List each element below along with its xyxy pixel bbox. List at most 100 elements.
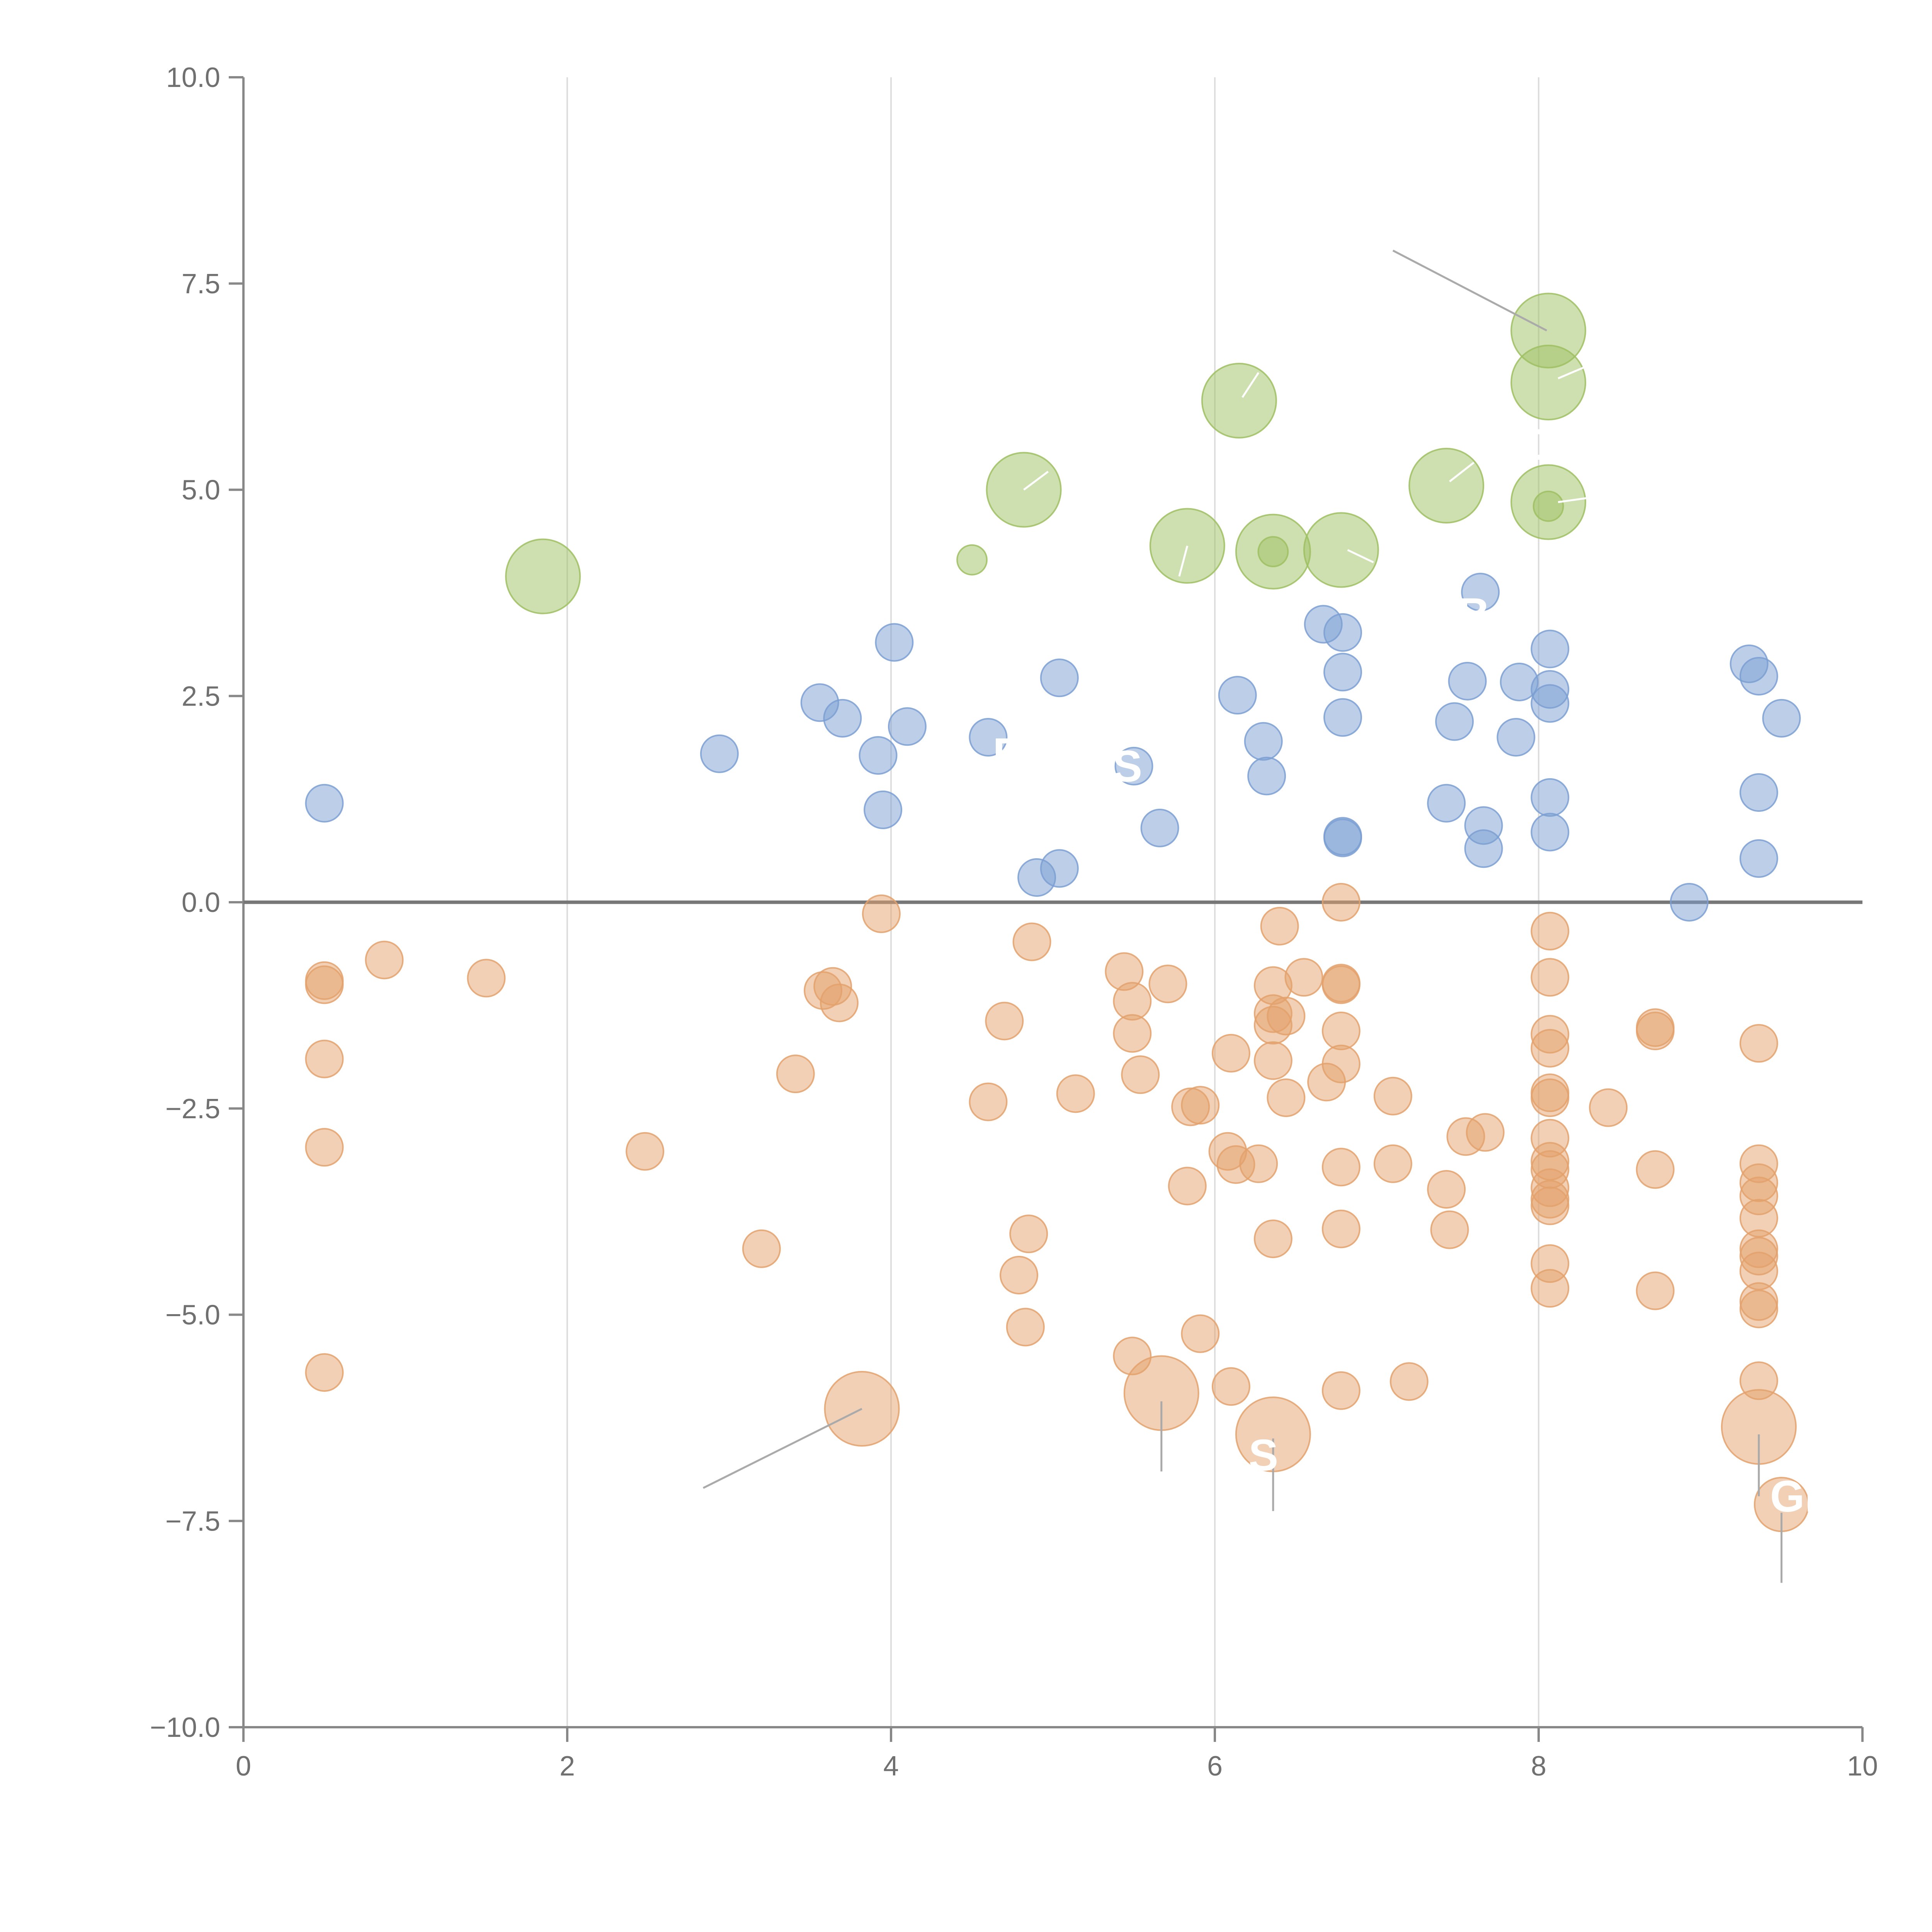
blue-point: [1739, 773, 1778, 812]
point-label: GL: [1770, 1472, 1832, 1521]
orange-point: [1531, 1078, 1570, 1117]
x-tick-label: 4: [883, 1751, 899, 1782]
green-point: [505, 538, 581, 614]
orange-point: [1006, 1308, 1045, 1347]
blue-point: [875, 623, 914, 662]
y-tick-label: 5.0: [182, 475, 220, 506]
blue-point: [1531, 778, 1570, 817]
x-tick-label: 10: [1847, 1751, 1878, 1782]
orange-point: [1260, 906, 1299, 946]
points-layer: [305, 293, 1810, 1532]
orange-point: [969, 1082, 1008, 1121]
orange-point: [820, 983, 859, 1022]
blue-point: [305, 784, 344, 823]
orange-point: [1148, 964, 1187, 1003]
blue-point: [1531, 813, 1570, 852]
orange-point: [1321, 965, 1361, 1004]
blue-point: [1323, 653, 1362, 692]
blue-point: [1323, 698, 1362, 737]
orange-point: [985, 1002, 1024, 1041]
green-point: [1257, 536, 1289, 568]
orange-point: [862, 894, 901, 933]
blue-point: [1531, 629, 1570, 668]
orange-point: [1284, 958, 1323, 997]
blue-point: [1427, 784, 1466, 823]
orange-point: [1373, 1077, 1412, 1116]
leader-line: [1242, 372, 1260, 398]
green-point: [1532, 490, 1564, 522]
orange-point: [305, 965, 344, 1004]
orange-point: [1239, 1144, 1278, 1183]
y-tick-label: −7.5: [165, 1506, 220, 1537]
orange-point: [305, 1353, 344, 1392]
orange-point: [1009, 1214, 1048, 1253]
y-tick-label: −10.0: [150, 1712, 220, 1743]
orange-point: [1211, 1034, 1250, 1073]
blue-point: [1739, 657, 1778, 696]
orange-point: [1636, 1012, 1675, 1051]
blue-point: [1497, 718, 1536, 757]
blue-point: [1670, 883, 1709, 922]
y-tick-label: −2.5: [165, 1094, 220, 1124]
orange-point: [1321, 1012, 1361, 1051]
orange-point: [1056, 1074, 1095, 1113]
leader-line: [1392, 250, 1548, 332]
orange-point: [1531, 958, 1570, 997]
orange-point: [1168, 1167, 1207, 1206]
orange-point: [1121, 1055, 1160, 1094]
blue-point: [969, 718, 1008, 757]
orange-point: [1253, 1041, 1293, 1080]
x-tick-label: 0: [236, 1751, 251, 1782]
orange-point: [626, 1132, 665, 1171]
y-tick-label: 2.5: [182, 681, 220, 712]
green-point: [1303, 512, 1379, 588]
y-tick-label: 7.5: [182, 269, 220, 299]
leader-line: [1558, 497, 1588, 503]
orange-point: [1389, 1362, 1429, 1401]
leader-line: [1023, 471, 1049, 491]
orange-point: [1211, 1367, 1250, 1406]
blue-point: [1435, 702, 1474, 741]
orange-point: [1531, 1186, 1570, 1225]
orange-point: [1181, 1314, 1220, 1353]
blue-point: [1247, 757, 1286, 796]
orange-point: [1739, 1024, 1778, 1063]
leader-line: [1558, 365, 1588, 379]
orange-point: [1531, 1269, 1570, 1308]
blue-point: [1323, 818, 1362, 857]
labels-layer: GL S P S B D: [993, 420, 1832, 1521]
orange-point: [1531, 912, 1570, 951]
orange-point: [1636, 1271, 1675, 1310]
blue-point: [1762, 699, 1801, 738]
green-point: [1408, 447, 1485, 524]
blue-point: [1464, 829, 1503, 868]
orange-point: [1321, 1044, 1361, 1083]
orange-point: [1181, 1086, 1220, 1125]
blue-point: [700, 734, 739, 773]
blue-point: [1244, 722, 1283, 761]
orange-point: [1427, 1170, 1466, 1209]
orange-point: [1321, 1148, 1361, 1187]
orange-point: [467, 959, 506, 998]
orange-point: [365, 940, 404, 980]
x-tick-label: 2: [560, 1751, 575, 1782]
blue-point: [823, 699, 862, 738]
point-label: B: [1458, 589, 1490, 639]
blue-point: [859, 736, 898, 775]
orange-point: [305, 1039, 344, 1078]
x-tick-label: 8: [1531, 1751, 1546, 1782]
blue-point: [1040, 849, 1079, 888]
point-label: S: [1112, 742, 1142, 791]
blue-point: [1531, 684, 1570, 723]
green-point: [1510, 344, 1587, 420]
orange-point: [1267, 1078, 1306, 1117]
blue-point: [1140, 808, 1179, 847]
blue-point: [1448, 662, 1487, 701]
orange-point: [742, 1229, 781, 1268]
axes-layer: 10.0 7.5 5.0 2.5 0.0 −2.5 −5.0 −7.5 −10.0 0 2 4 6 8 10: [150, 62, 1878, 1782]
blue-point: [888, 707, 927, 746]
orange-point: [1321, 1209, 1361, 1248]
orange-point: [305, 1128, 344, 1167]
leader-line: [1449, 462, 1475, 483]
leader-lines-layer: [702, 250, 1782, 1583]
